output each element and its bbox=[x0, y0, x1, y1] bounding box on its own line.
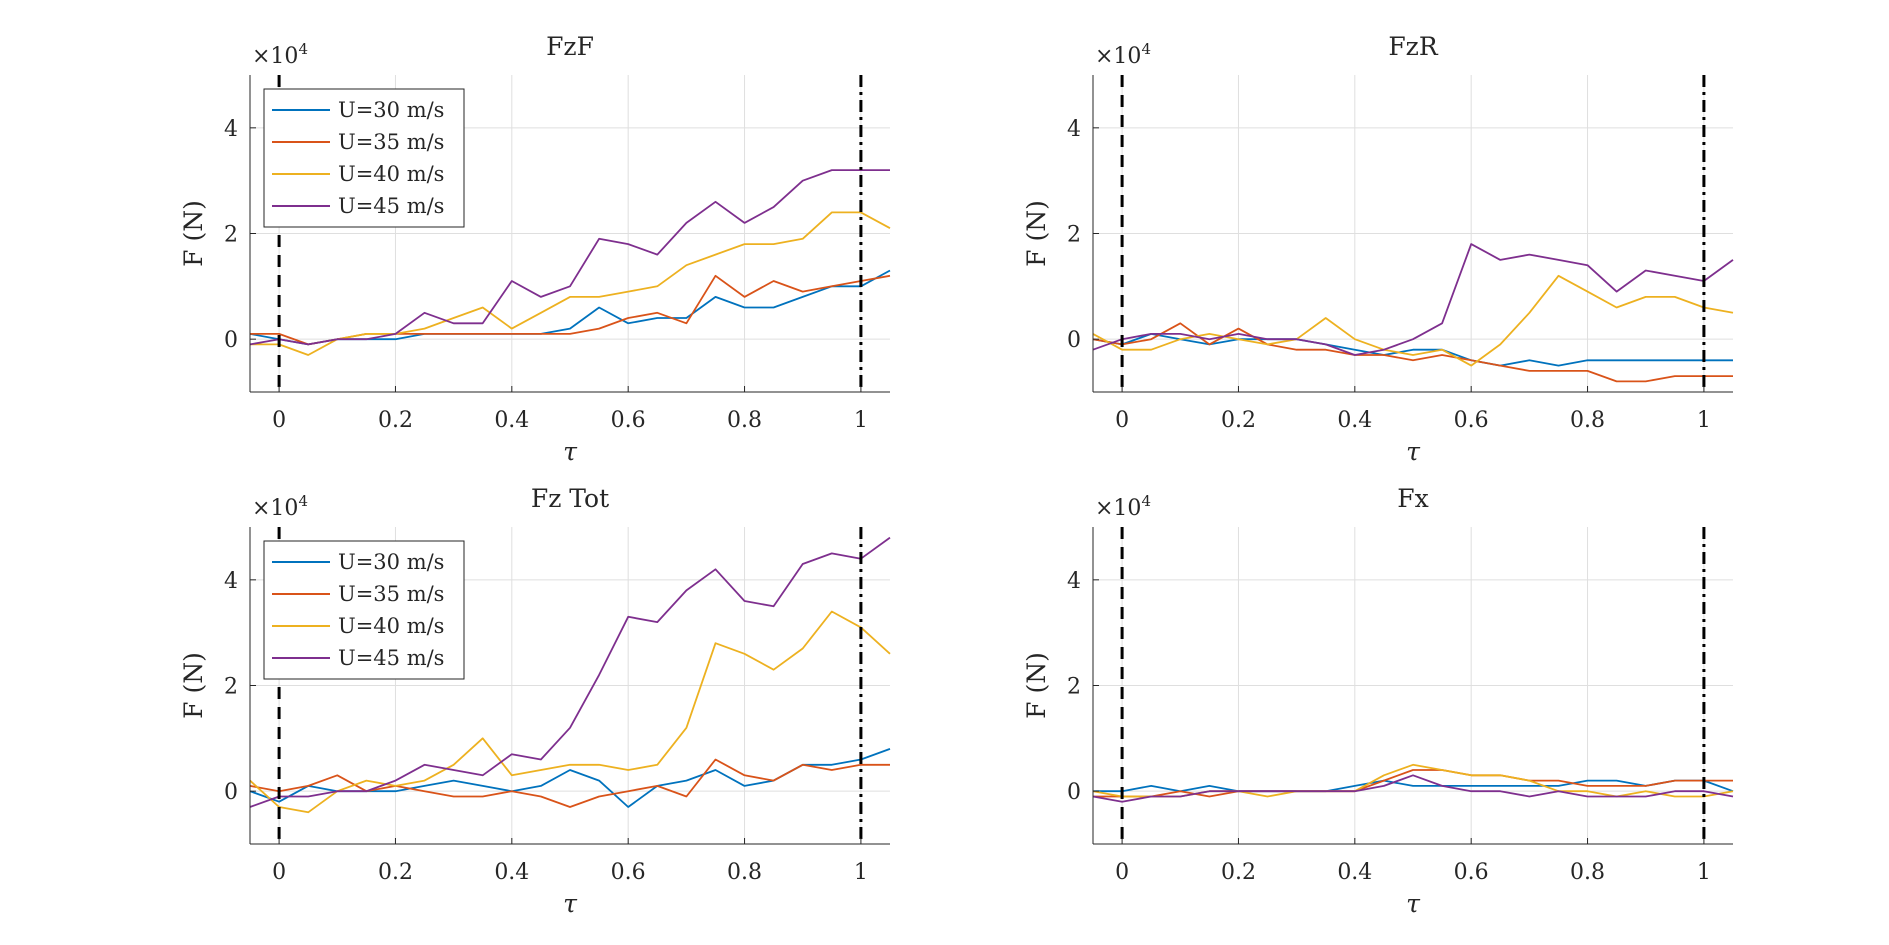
series-line-u-40-m-s bbox=[250, 211, 891, 356]
x-tick-label: 0 bbox=[1115, 408, 1129, 433]
y-tick-label: 2 bbox=[224, 223, 238, 248]
x-tick-label: 1 bbox=[854, 408, 868, 433]
legend-label: U=45 m/s bbox=[338, 194, 444, 218]
subplot-title: FzF bbox=[546, 32, 594, 61]
x-tick-label: 0.8 bbox=[727, 408, 762, 433]
x-tick-label: 0.2 bbox=[1221, 860, 1256, 885]
series-line-u-35-m-s bbox=[1092, 322, 1733, 383]
x-tick-label: 0.6 bbox=[1454, 408, 1489, 433]
x-tick-label: 0.4 bbox=[494, 860, 529, 885]
x-tick-label: 0.8 bbox=[1570, 860, 1605, 885]
y-tick-label: 4 bbox=[1067, 117, 1081, 142]
x-tick-label: 1 bbox=[1697, 860, 1711, 885]
y-tick-label: 0 bbox=[1067, 780, 1081, 805]
y-exponent-label: ×104 bbox=[1095, 492, 1151, 521]
x-tick-label: 0.8 bbox=[727, 860, 762, 885]
series-line-u-40-m-s bbox=[249, 610, 891, 814]
x-axis-label: τ bbox=[563, 437, 578, 466]
legend-box bbox=[263, 540, 465, 680]
series-line-u-45-m-s bbox=[1092, 243, 1734, 356]
y-tick-label: 2 bbox=[1067, 675, 1081, 700]
x-tick-label: 0.6 bbox=[1454, 860, 1489, 885]
subplot-title: Fz Tot bbox=[531, 484, 609, 513]
x-tick-label: 0 bbox=[272, 408, 286, 433]
y-axis-label: F (N) bbox=[179, 200, 208, 267]
legend: U=30 m/s U=35 m/s U=40 m/s U=45 m/s bbox=[263, 88, 465, 228]
series-line-u-45-m-s bbox=[249, 169, 890, 346]
y-exponent-power: 4 bbox=[298, 492, 308, 510]
y-exponent-label: ×104 bbox=[252, 492, 308, 521]
series-line-u-35-m-s bbox=[249, 758, 890, 808]
x-axis-label: τ bbox=[1406, 889, 1421, 918]
y-tick-label: 4 bbox=[224, 569, 238, 594]
x-axis-label: τ bbox=[563, 889, 578, 918]
x-tick-label: 0.8 bbox=[1570, 408, 1605, 433]
x-tick-label: 0.4 bbox=[494, 408, 529, 433]
y-tick-label: 0 bbox=[224, 328, 238, 353]
legend-label: U=30 m/s bbox=[338, 98, 444, 122]
y-exponent-power: 4 bbox=[1141, 492, 1151, 510]
legend: U=30 m/s U=35 m/s U=40 m/s U=45 m/s bbox=[263, 540, 465, 680]
legend-box bbox=[263, 88, 465, 228]
series-line-u-30-m-s bbox=[1092, 332, 1733, 367]
subplot-title: FzR bbox=[1388, 32, 1439, 61]
x-tick-label: 0 bbox=[272, 860, 286, 885]
legend-label: U=35 m/s bbox=[338, 582, 444, 606]
y-tick-label: 4 bbox=[1067, 569, 1081, 594]
x-tick-label: 0.6 bbox=[611, 860, 646, 885]
series-line-u-45-m-s bbox=[1092, 774, 1734, 803]
y-axis-label: F (N) bbox=[179, 652, 208, 719]
legend-label: U=40 m/s bbox=[338, 614, 444, 638]
x-tick-label: 0 bbox=[1115, 860, 1129, 885]
x-tick-label: 0.2 bbox=[1221, 408, 1256, 433]
y-exponent-label: ×104 bbox=[1095, 40, 1151, 69]
y-axis-label: F (N) bbox=[1022, 200, 1051, 267]
y-exponent-power: 4 bbox=[298, 40, 308, 58]
x-tick-label: 1 bbox=[854, 860, 868, 885]
x-tick-label: 0.4 bbox=[1337, 408, 1372, 433]
y-tick-label: 2 bbox=[1067, 223, 1081, 248]
x-tick-label: 0.2 bbox=[378, 860, 413, 885]
subplot-title: Fx bbox=[1397, 484, 1428, 513]
y-axis-label: F (N) bbox=[1022, 652, 1051, 719]
series-line-u-40-m-s bbox=[1092, 274, 1734, 367]
series-line-u-30-m-s bbox=[249, 748, 891, 808]
y-tick-label: 0 bbox=[1067, 328, 1081, 353]
y-tick-label: 4 bbox=[224, 117, 238, 142]
legend-label: U=35 m/s bbox=[338, 130, 444, 154]
y-tick-label: 2 bbox=[224, 675, 238, 700]
y-tick-label: 0 bbox=[224, 780, 238, 805]
x-tick-label: 0.4 bbox=[1337, 860, 1372, 885]
series-line-u-35-m-s bbox=[1093, 769, 1733, 798]
legend-label: U=45 m/s bbox=[338, 646, 444, 670]
x-tick-label: 0.2 bbox=[378, 408, 413, 433]
y-exponent-power: 4 bbox=[1141, 40, 1151, 58]
x-axis-label: τ bbox=[1406, 437, 1421, 466]
x-tick-label: 0.6 bbox=[611, 408, 646, 433]
series-line-u-30-m-s bbox=[1093, 779, 1734, 793]
legend-label: U=30 m/s bbox=[338, 550, 444, 574]
y-exponent-label: ×104 bbox=[252, 40, 308, 69]
legend-label: U=40 m/s bbox=[338, 162, 444, 186]
x-tick-label: 1 bbox=[1697, 408, 1711, 433]
series-line-u-45-m-s bbox=[249, 536, 891, 808]
